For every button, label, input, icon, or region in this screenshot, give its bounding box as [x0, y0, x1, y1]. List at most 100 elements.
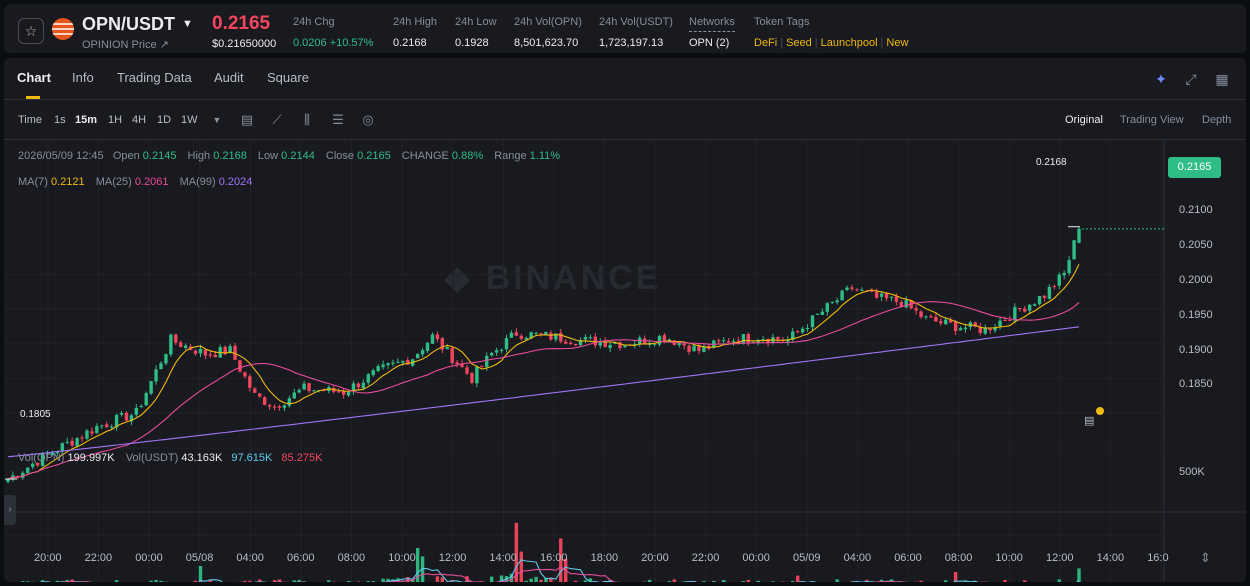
- pair-name[interactable]: OPN/USDT: [82, 14, 176, 34]
- star-icon[interactable]: ☆: [18, 18, 44, 44]
- volume-bar: [356, 581, 361, 582]
- candle-body: [746, 333, 751, 343]
- candle-body: [554, 333, 558, 340]
- x-tick: 12:00: [438, 552, 467, 564]
- volume-bar: [435, 576, 440, 582]
- tag-launchpool[interactable]: Launchpool: [820, 37, 878, 49]
- candle-body: [524, 337, 528, 340]
- tag-new[interactable]: New: [886, 37, 909, 49]
- volume-bar: [406, 577, 410, 582]
- timeframe-4h[interactable]: 4H: [132, 114, 147, 126]
- candle-body: [919, 311, 923, 317]
- candle-body: [568, 342, 573, 344]
- candle-body: [287, 398, 292, 406]
- view-trading-view[interactable]: Trading View: [1120, 114, 1184, 126]
- candle-body: [667, 339, 672, 341]
- candle-body: [272, 406, 277, 408]
- tab-info[interactable]: Info: [72, 70, 94, 85]
- tag-defi[interactable]: DeFi: [754, 37, 778, 49]
- layout-grid-icon[interactable]: ▦: [1215, 71, 1229, 87]
- candle-body: [139, 406, 143, 408]
- candle-body: [578, 339, 583, 346]
- candle-body: [26, 467, 30, 474]
- volume-bar: [302, 581, 306, 582]
- volume-bar: [277, 579, 282, 582]
- volume-bar: [835, 579, 839, 582]
- candle-body: [124, 412, 129, 421]
- tab-trading-data[interactable]: Trading Data: [117, 70, 192, 85]
- candle-body: [1077, 228, 1081, 243]
- candle-type-icon[interactable]: ⫼: [304, 112, 310, 127]
- tab-audit[interactable]: Audit: [214, 70, 244, 85]
- candle-body: [805, 328, 810, 330]
- candle-body: [430, 334, 435, 344]
- candle-body: [618, 342, 622, 348]
- candle-body: [40, 453, 45, 467]
- volume-bar: [879, 579, 884, 582]
- candle-body: [692, 345, 696, 352]
- candlestick-chart[interactable]: [4, 140, 1246, 582]
- candle-body: [608, 344, 612, 348]
- vertical-fit-icon[interactable]: ⇕: [1200, 550, 1211, 565]
- volume-bar: [327, 580, 331, 582]
- stat-24h-vol-usdt: 24h Vol(USDT) 1,723,197.13: [599, 16, 673, 49]
- tab-square[interactable]: Square: [267, 70, 309, 85]
- tab-chart[interactable]: Chart: [17, 70, 51, 85]
- x-tick: 22:00: [84, 552, 113, 564]
- ai-sparkle-icon[interactable]: ✦: [1155, 71, 1167, 87]
- candle-body: [1003, 319, 1007, 321]
- candle-body: [183, 345, 188, 349]
- volume-bar: [588, 578, 593, 582]
- timeframe-1s[interactable]: 1s: [54, 114, 66, 126]
- chevron-down-icon[interactable]: ▼: [182, 18, 193, 30]
- x-tick: 00:00: [135, 552, 163, 564]
- candle-body: [850, 287, 854, 289]
- candle-body: [786, 339, 790, 342]
- volume-bar: [371, 581, 375, 582]
- view-original[interactable]: Original: [1065, 114, 1103, 126]
- tag-seed[interactable]: Seed: [786, 37, 812, 49]
- candle-body: [149, 381, 153, 394]
- timeframe-time[interactable]: Time: [18, 114, 43, 126]
- timeframe-1h[interactable]: 1H: [108, 114, 123, 126]
- indicator-chart-icon[interactable]: ⟋: [272, 112, 282, 127]
- volume-bar: [21, 581, 25, 582]
- volume-bar: [544, 577, 548, 582]
- volume-bar: [70, 579, 74, 582]
- candle-body: [810, 315, 815, 328]
- candle-body: [1052, 285, 1057, 287]
- stat-24h-low: 24h Low 0.1928: [455, 16, 497, 49]
- candle-body: [228, 346, 232, 354]
- candle-body: [815, 313, 820, 315]
- stat-networks[interactable]: Networks OPN (2): [689, 16, 735, 49]
- candle-body: [874, 291, 879, 298]
- y-tick: 0.2000: [1179, 274, 1213, 286]
- notes-icon[interactable]: ▤: [1084, 415, 1095, 427]
- calendar-icon[interactable]: ▤: [240, 112, 254, 127]
- view-depth[interactable]: Depth: [1202, 114, 1232, 126]
- candle-body: [30, 463, 35, 467]
- coin-price-link[interactable]: OPINION Price ↗: [82, 39, 169, 51]
- x-tick: 08:00: [337, 552, 366, 564]
- candle-body: [756, 340, 760, 343]
- settings-list-icon[interactable]: ☰: [332, 112, 344, 127]
- candle-body: [845, 287, 849, 291]
- candle-body: [657, 336, 662, 345]
- side-expand-button[interactable]: ›: [4, 495, 16, 525]
- candle-body: [978, 326, 982, 333]
- candle-body: [998, 320, 1002, 327]
- target-icon[interactable]: ◎: [362, 112, 374, 127]
- last-price: 0.2165: [212, 13, 271, 34]
- fullscreen-icon[interactable]: ⤢: [1185, 71, 1197, 87]
- candle-body: [662, 335, 667, 342]
- candle-body: [623, 345, 627, 348]
- candle-body: [544, 331, 548, 335]
- volume-bar: [159, 580, 163, 582]
- candle-body: [1062, 272, 1066, 276]
- chevron-down-icon[interactable]: ▼: [212, 115, 222, 125]
- timeframe-1d[interactable]: 1D: [157, 114, 172, 126]
- timeframe-1w[interactable]: 1W: [181, 114, 198, 126]
- candle-body: [312, 390, 316, 392]
- timeframe-15m[interactable]: 15m: [75, 114, 98, 126]
- volume-bar: [1057, 579, 1061, 582]
